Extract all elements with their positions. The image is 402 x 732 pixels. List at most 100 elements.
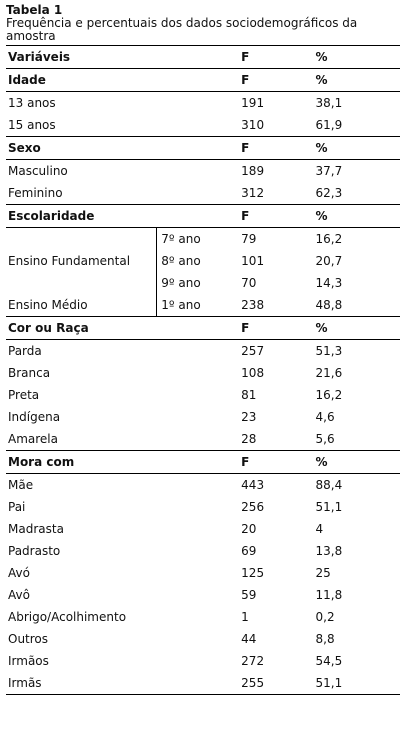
row-label: Padrasto [8, 544, 61, 558]
table-row: Madrasta 20 4 [6, 518, 400, 540]
row-pct: 48,8 [315, 298, 343, 312]
row-label: Pai [8, 500, 26, 514]
row-pct: 61,9 [315, 118, 343, 132]
row-label: Irmãos [8, 654, 49, 668]
row-pct: 21,6 [315, 366, 343, 380]
row-sublabel: 8º ano [156, 250, 240, 272]
row-f: 28 [241, 432, 257, 446]
row-label: Indígena [8, 410, 61, 424]
row-pct: 4,6 [315, 410, 335, 424]
row-pct: 11,8 [315, 588, 343, 602]
row-label: Mãe [8, 478, 34, 492]
row-pct: 0,2 [315, 610, 335, 624]
row-f: 191 [241, 96, 265, 110]
table-row: 13 anos 191 38,1 [6, 92, 400, 115]
table-row: Ensino Médio 1º ano 238 48,8 [6, 294, 400, 317]
header-pct: % [313, 45, 400, 69]
row-pct: 5,6 [315, 432, 335, 446]
row-label: Avô [8, 588, 30, 602]
section-f: F [239, 204, 314, 228]
section-label: Idade [6, 68, 240, 92]
row-f: 23 [241, 410, 257, 424]
row-pct: 16,2 [315, 388, 343, 402]
section-pct: % [313, 204, 400, 228]
row-f: 101 [241, 254, 265, 268]
row-sublabel: 9º ano [156, 272, 240, 294]
row-pct: 25 [315, 566, 331, 580]
row-label: Avó [8, 566, 30, 580]
row-label: 13 anos [8, 96, 56, 110]
table-row: Feminino 312 62,3 [6, 182, 400, 205]
row-pct: 16,2 [315, 232, 343, 246]
row-pct: 54,5 [315, 654, 343, 668]
row-f: 1 [241, 610, 249, 624]
table-row: Branca 108 21,6 [6, 362, 400, 384]
row-f: 125 [241, 566, 265, 580]
row-f: 312 [241, 186, 265, 200]
section-label: Sexo [6, 136, 240, 160]
row-f: 79 [241, 232, 257, 246]
table-row: Avô 59 11,8 [6, 584, 400, 606]
section-header-sexo: Sexo F % [6, 136, 400, 160]
row-pct: 38,1 [315, 96, 343, 110]
row-label: Outros [8, 632, 49, 646]
row-f: 255 [239, 672, 314, 695]
row-f: 189 [241, 164, 265, 178]
section-pct: % [313, 450, 400, 474]
table-row: 15 anos 310 61,9 [6, 114, 400, 137]
table-description: Frequência e percentuais dos dados socio… [6, 16, 358, 43]
row-f: 443 [241, 478, 265, 492]
row-pct: 37,7 [315, 164, 343, 178]
row-pct: 51,1 [315, 500, 343, 514]
section-f: F [239, 136, 314, 160]
table-row: 8º ano 101 20,7 [6, 250, 400, 272]
row-f: 108 [241, 366, 265, 380]
row-label: Irmãs [6, 672, 240, 695]
section-pct: % [313, 316, 400, 340]
table-caption: Tabela 1 Frequência e percentuais dos da… [6, 4, 402, 43]
row-sublabel: 7º ano [156, 227, 240, 250]
table-title: Tabela 1 [6, 3, 63, 17]
row-f: 272 [241, 654, 265, 668]
table-row: Masculino 189 37,7 [6, 160, 400, 183]
row-label: Abrigo/Acolhimento [8, 610, 127, 624]
row-label: Parda [8, 344, 42, 358]
section-header-mora: Mora com F % [6, 450, 400, 474]
row-pct: 51,3 [315, 344, 343, 358]
row-pct: 13,8 [315, 544, 343, 558]
table-row: Mãe 443 88,4 [6, 474, 400, 497]
row-sublabel: 1º ano [156, 294, 240, 317]
row-f: 59 [241, 588, 257, 602]
table-row: Padrasto 69 13,8 [6, 540, 400, 562]
sociodemographic-table: Variáveis F % Idade F % 13 anos 191 38,1… [6, 45, 400, 695]
table-row: Avó 125 25 [6, 562, 400, 584]
header-f: F [239, 45, 314, 69]
section-pct: % [313, 136, 400, 160]
section-label: Mora com [6, 450, 240, 474]
section-header-raca: Cor ou Raça F % [6, 316, 400, 340]
section-header-idade: Idade F % [6, 68, 400, 92]
table-row: Irmãs 255 51,1 [6, 672, 400, 695]
row-label: Masculino [8, 164, 68, 178]
table-row: Pai 256 51,1 [6, 496, 400, 518]
section-pct: % [313, 68, 400, 92]
row-f: 238 [241, 298, 265, 312]
section-label: Cor ou Raça [6, 316, 240, 340]
table-row: Preta 81 16,2 [6, 384, 400, 406]
row-label: Amarela [8, 432, 58, 446]
table-row: Irmãos 272 54,5 [6, 650, 400, 672]
section-label: Escolaridade [6, 204, 240, 228]
row-f: 256 [241, 500, 265, 514]
row-pct: 4 [315, 522, 324, 536]
row-f: 81 [241, 388, 257, 402]
table-row: Ensino Fundamental 7º ano 79 16,2 [6, 227, 400, 268]
row-pct: 62,3 [315, 186, 343, 200]
row-pct: 88,4 [315, 478, 343, 492]
row-f: 69 [241, 544, 257, 558]
row-f: 70 [241, 276, 257, 290]
row-label: 15 anos [8, 118, 56, 132]
row-f: 20 [241, 522, 257, 536]
section-header-escolaridade: Escolaridade F % [6, 204, 400, 228]
row-pct: 8,8 [315, 632, 335, 646]
row-f: 257 [241, 344, 265, 358]
